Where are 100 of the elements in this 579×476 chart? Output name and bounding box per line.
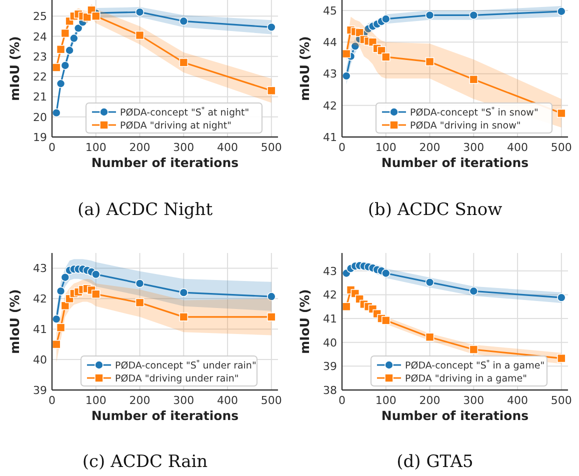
point [342,72,351,80]
point [381,52,390,62]
point [381,14,390,24]
y-tick-label: 44 [323,36,337,50]
point [60,272,70,282]
x-tick-label: 300 [173,394,194,407]
y-tick-label: 42 [33,292,47,306]
y-tick-label: 39 [323,360,337,374]
y-tick-label: 20 [33,110,47,124]
point [267,292,276,301]
y-tick-label: 41 [33,323,47,336]
x-tick-label: 0 [338,394,346,407]
y-tick-label: 43 [323,264,337,278]
point [70,34,78,43]
point [425,332,434,342]
point [469,10,478,20]
point [52,63,61,72]
y-tick-label: 22 [33,70,47,84]
point [342,49,351,58]
y-tick-label: 40 [33,354,47,367]
x-tick-label: 500 [550,394,572,407]
point [350,42,360,51]
point [135,298,144,308]
y-tick-label: 25 [33,10,47,24]
point [179,16,188,26]
x-tick-label: 400 [507,141,528,154]
y-tick-label: 43 [33,262,47,276]
x-tick-label: 100 [85,394,106,407]
y-tick-label: 23 [33,50,47,64]
x-tick-label: 0 [48,141,56,154]
point [135,279,144,288]
point [425,10,434,20]
y-axis-title: mIoU (%) [297,36,312,101]
x-tick-label: 200 [419,394,440,407]
y-axis-title: mIoU (%) [297,289,312,354]
point [52,340,61,349]
point [52,108,61,118]
legend-label: PØDA-concept "S$^{*}$ at night" [120,106,250,118]
point [469,75,478,84]
legend-label: PØDA "driving in snow" [410,120,521,132]
x-tick-label: 200 [129,141,150,154]
y-tick-label: 42 [323,288,337,302]
point [557,108,566,118]
point [469,286,478,296]
text: (d) GTA5 [396,452,474,472]
point [179,58,188,67]
y-tick-label: 19 [33,131,47,144]
point [135,8,144,16]
x-axis-title: Number of iterations [381,408,529,423]
x-tick-label: 100 [375,394,396,407]
point [267,312,276,322]
point [56,286,66,296]
y-tick-label: 43 [323,68,337,81]
point [91,12,100,21]
point [74,24,83,33]
point [381,268,390,278]
point [557,354,566,363]
y-tick-label: 42 [323,99,337,112]
point [425,57,434,66]
x-tick-label: 500 [550,141,572,154]
point [557,6,566,16]
y-tick-label: 39 [33,384,47,397]
legend-label: PØDA "driving under rain" [115,374,239,384]
y-tick-label: 24 [33,30,47,44]
point [342,302,351,312]
point [91,270,100,279]
point [52,314,61,324]
y-tick-label: 45 [323,4,337,18]
y-tick-label: 38 [323,384,337,397]
x-tick-label: 0 [48,394,56,407]
y-tick-label: 41 [323,312,337,326]
x-axis-title: Number of iterations [381,155,529,170]
x-tick-label: 200 [419,141,440,154]
x-tick-label: 200 [129,394,150,407]
point [425,278,434,287]
point [267,22,276,32]
y-tick-label: 40 [323,336,337,350]
text: (c) ACDC Rain [82,452,208,472]
legend-label: PØDA "driving at night" [120,120,232,132]
x-tick-label: 100 [375,141,396,154]
legend-label: PØDA-concept "S$^{*}$ in a game" [405,358,545,372]
point [56,79,66,88]
point [60,61,70,70]
text: (a) ACDC Night [77,200,213,220]
y-axis-title: mIoU (%) [7,36,22,101]
x-tick-label: 500 [260,141,282,154]
x-tick-label: 0 [338,141,346,154]
point [91,290,100,298]
point [557,293,566,302]
x-tick-label: 400 [217,394,238,407]
y-axis-title: mIoU (%) [7,289,22,354]
point [179,288,188,297]
legend-label: PØDA-concept "S$^{*}$ under rain" [115,358,256,372]
legend-label: PØDA-concept "S$^{*}$ in snow" [410,106,538,118]
x-tick-label: 400 [217,141,238,154]
point [469,345,478,354]
point [381,316,390,325]
x-tick-label: 100 [85,141,106,154]
text: (b) ACDC Snow [368,200,503,220]
x-tick-label: 300 [173,141,194,154]
